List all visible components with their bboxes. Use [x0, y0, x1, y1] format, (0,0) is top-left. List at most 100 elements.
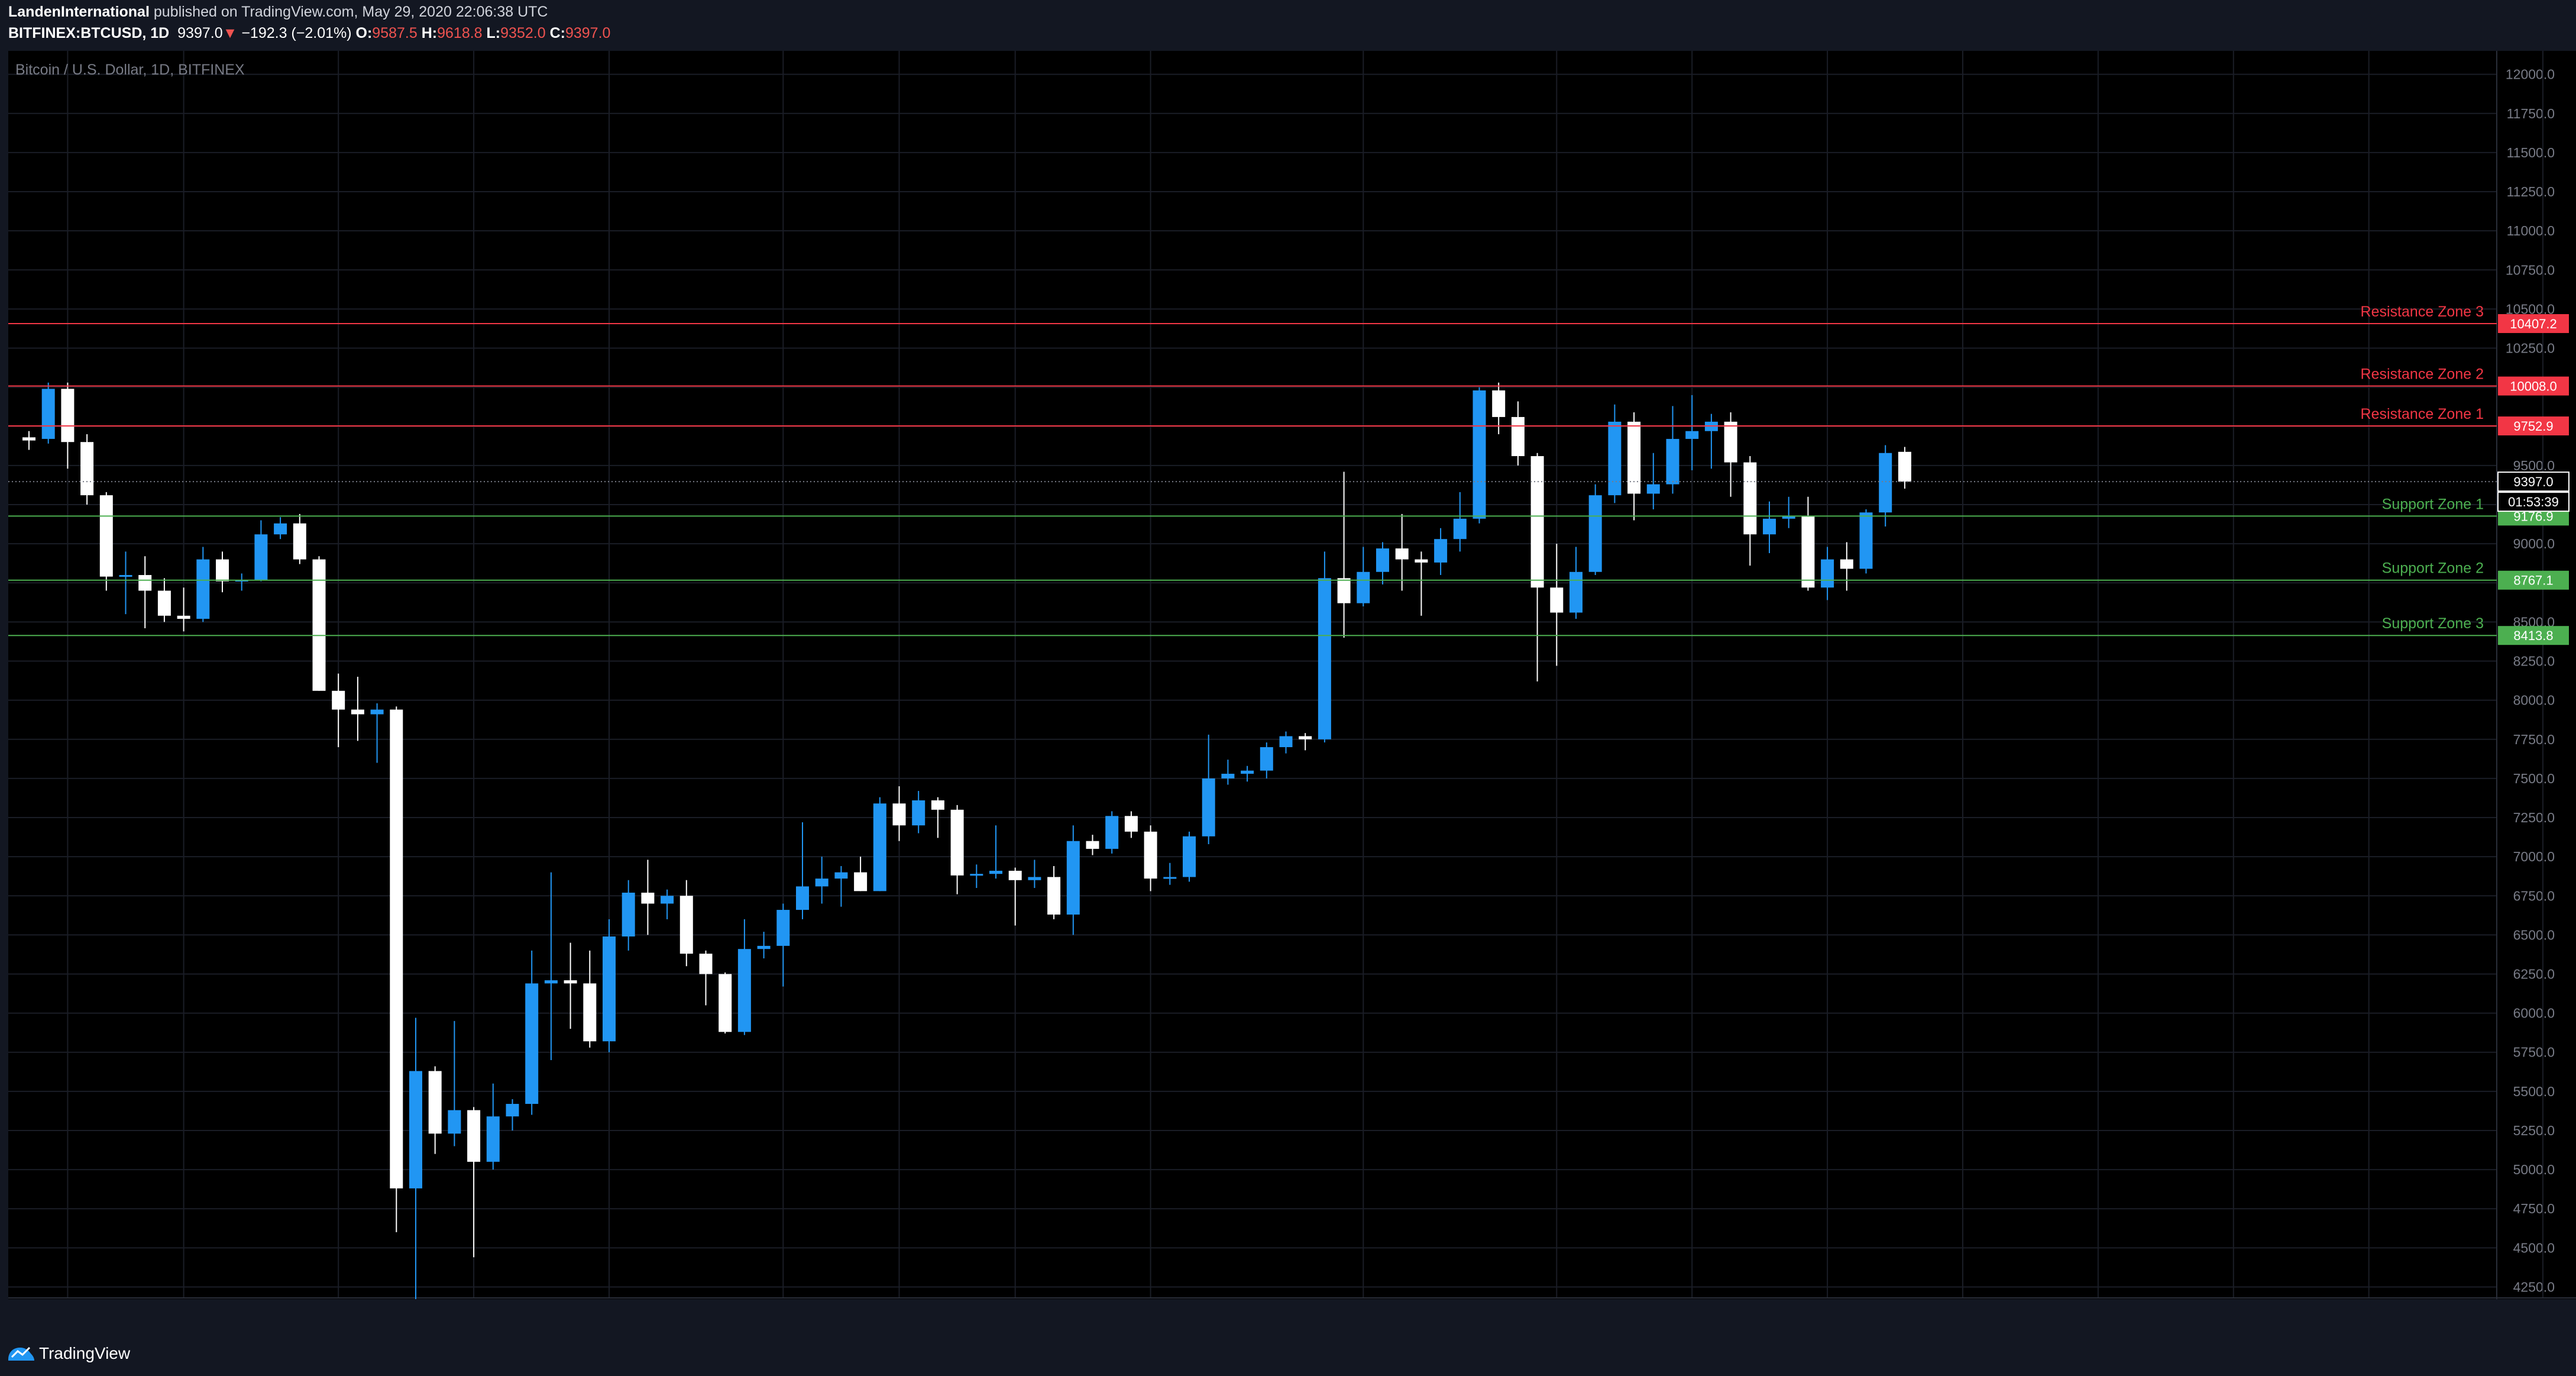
footer-bar [0, 1324, 2576, 1376]
candle-body [679, 896, 693, 954]
level-price-tag [2498, 314, 2569, 333]
candle [834, 866, 848, 907]
candle [1008, 867, 1022, 926]
y-tick-label: 4250.0 [2513, 1279, 2555, 1294]
candle [815, 857, 829, 904]
candle [370, 703, 384, 763]
candle-body [776, 910, 790, 946]
level-price-tag [2498, 416, 2569, 436]
tradingview-logo-icon[interactable] [7, 1342, 35, 1362]
candle-body [409, 1071, 422, 1188]
candle-body [312, 559, 326, 691]
candle [1395, 513, 1409, 591]
candle [80, 434, 94, 505]
candle-body [351, 709, 364, 715]
candle-body [699, 954, 713, 974]
candle [912, 791, 925, 834]
candle [1202, 734, 1215, 844]
candle [1666, 406, 1679, 494]
candle [312, 556, 326, 691]
candle [1859, 509, 1873, 574]
candle [1550, 544, 1564, 666]
candle [1124, 811, 1138, 838]
candle [603, 919, 616, 1052]
chart-area[interactable]: 4250.0 4500.0 4750.0 5000.0 5250.0 5500.0 5750… [8, 51, 2576, 1299]
level-price-tag [2498, 570, 2569, 590]
candle [157, 578, 171, 622]
candle-body [1124, 816, 1138, 832]
y-tick-label: 8000.0 [2513, 693, 2555, 708]
candle [1376, 542, 1389, 584]
low-key: L: [486, 25, 501, 41]
candle-body [1550, 587, 1564, 613]
candle-body [428, 1071, 442, 1134]
candlestick-chart[interactable]: 4250.0 4500.0 4750.0 5000.0 5250.0 5500.0 5750… [8, 51, 2576, 1299]
candle [1434, 528, 1448, 576]
candle [1318, 551, 1331, 743]
candle [138, 556, 152, 628]
candle [274, 517, 287, 540]
candle-body [1318, 578, 1331, 739]
level-label: Support Zone 1 [2382, 496, 2484, 512]
candle-body [41, 389, 55, 439]
candle [776, 903, 790, 987]
candle [1530, 453, 1544, 681]
candle [1105, 811, 1119, 854]
candle [332, 673, 345, 747]
candle [1241, 765, 1254, 782]
candle-body [719, 974, 732, 1032]
candle [1066, 825, 1080, 935]
level-price-value: 8413.8 [2513, 628, 2553, 643]
candle-body [1821, 559, 1834, 588]
candle-body [1241, 770, 1254, 774]
level-label: Resistance Zone 1 [2361, 406, 2484, 422]
candle-body [61, 389, 75, 442]
candle-body [931, 800, 944, 810]
y-tick-label: 7500.0 [2513, 771, 2555, 786]
close-value: 9397.0 [565, 25, 611, 41]
price-change: −192.3 (−2.01%) [241, 25, 352, 41]
author-name[interactable]: LandenInternational [8, 4, 150, 20]
candle-body [1086, 841, 1099, 849]
candle-body [1202, 778, 1215, 836]
level-price-value: 8767.1 [2513, 573, 2553, 588]
candle-body [1008, 870, 1022, 880]
y-tick-label: 4750.0 [2513, 1201, 2555, 1216]
high-value: 9618.8 [437, 25, 483, 41]
candle-body [1221, 773, 1235, 779]
candle [1163, 863, 1177, 885]
y-tick-label: 8250.0 [2513, 654, 2555, 669]
countdown-tag [2497, 492, 2569, 512]
y-tick-label: 6000.0 [2513, 1006, 2555, 1021]
y-tick-label: 5000.0 [2513, 1162, 2555, 1177]
candle-body [583, 983, 597, 1042]
tradingview-brand[interactable]: TradingView [39, 1344, 131, 1362]
candle [467, 1107, 481, 1258]
candle [641, 860, 655, 935]
candle [390, 706, 403, 1232]
candle [1608, 404, 1622, 503]
candle-body [1183, 836, 1196, 877]
candle [1279, 731, 1293, 754]
candle-body [525, 983, 539, 1104]
high-key: H: [421, 25, 438, 41]
candle [1028, 860, 1041, 889]
candle-body [390, 709, 403, 1188]
candle-body [661, 896, 674, 904]
candle-body [1627, 421, 1641, 494]
candle [1569, 547, 1583, 619]
candle-body [1763, 518, 1776, 535]
candle-body [119, 575, 132, 577]
candle [796, 822, 809, 919]
candle-body [370, 709, 384, 715]
symbol-label: BITFINEX:BTCUSD, 1D [8, 25, 170, 41]
y-tick-label: 9000.0 [2513, 536, 2555, 551]
candle-body [854, 872, 868, 892]
y-tick-label: 6250.0 [2513, 967, 2555, 982]
y-tick-label: 5250.0 [2513, 1123, 2555, 1138]
candle [1221, 760, 1235, 785]
candle-body [603, 936, 616, 1042]
candle [1646, 453, 1660, 509]
candle [1473, 387, 1486, 524]
candle-body [177, 615, 190, 619]
